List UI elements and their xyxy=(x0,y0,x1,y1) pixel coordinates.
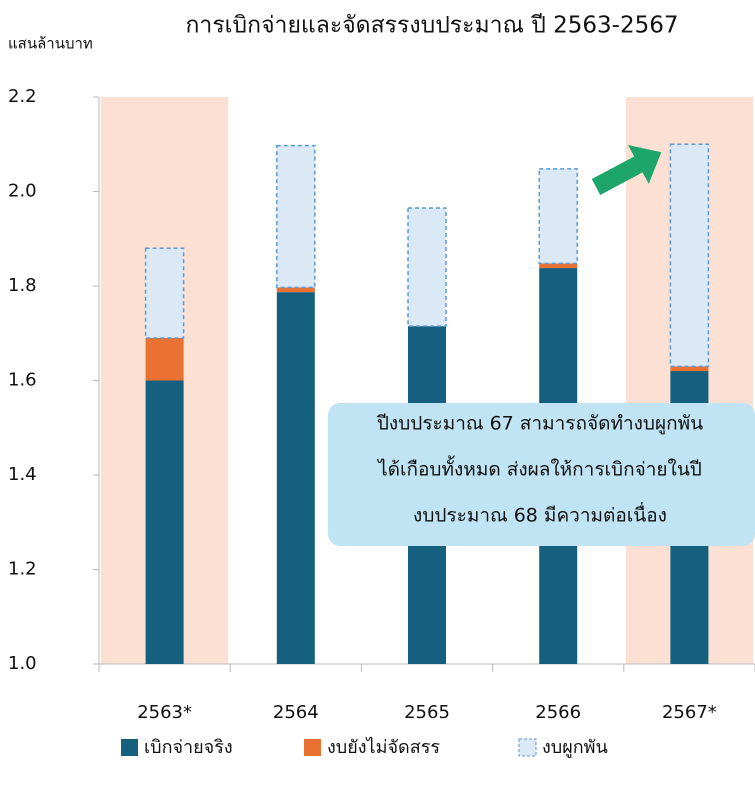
bar-segment xyxy=(670,366,709,372)
x-tick-label: 2566 xyxy=(535,702,581,723)
annotation-line: งบประมาณ 68 มีความต่อเนื่อง xyxy=(413,502,667,527)
bar-segment xyxy=(539,263,578,269)
annotation-box xyxy=(328,403,755,546)
x-tick-label: 2564 xyxy=(273,702,319,723)
bar-segment xyxy=(144,247,185,339)
x-tick-label: 2565 xyxy=(404,702,450,723)
bar-segment xyxy=(276,292,315,664)
y-tick-label: 2.0 xyxy=(8,181,37,202)
legend-label: เบิกจ่ายจริง xyxy=(144,737,233,758)
bar-segment xyxy=(276,144,316,289)
annotation: ปีงบประมาณ 67 สามารถจัดทำงบผูกพัน ได้เกื… xyxy=(328,145,755,546)
bar-segment xyxy=(145,380,184,664)
plot-area: 1.0 1.2 1.4 1.6 1.8 2.0 2.2 2563* 2564 2565 2566 25… xyxy=(8,86,755,723)
bar-segment xyxy=(538,168,578,265)
annotation-line: ปีงบประมาณ 67 สามารถจัดทำงบผูกพัน xyxy=(376,413,703,435)
x-tick-label: 2567* xyxy=(662,702,717,723)
arrow xyxy=(591,145,662,195)
legend-swatch xyxy=(518,738,537,757)
x-tick-label: 2563* xyxy=(137,702,192,723)
y-tick-label: 2.2 xyxy=(8,86,37,107)
bar-segment xyxy=(407,207,447,327)
annotation-line: ได้เกือบทั้งหมด ส่งผลให้การเบิกจ่ายในปี xyxy=(376,456,702,481)
y-tick-label: 1.6 xyxy=(8,370,37,391)
legend-label: งบยังไม่จัดสรร xyxy=(327,736,440,758)
legend-label: งบผูกพัน xyxy=(542,737,608,758)
legend-swatch xyxy=(304,739,321,756)
y-tick-label: 1.2 xyxy=(8,559,37,580)
legend-swatch xyxy=(121,739,138,756)
chart-title: การเบิกจ่ายและจัดสรรงบประมาณ ปี 2563-256… xyxy=(185,13,678,39)
bar-segment xyxy=(669,143,710,368)
y-tick-label: 1.4 xyxy=(8,464,37,485)
bar-segment xyxy=(145,337,184,381)
y-tick-label: 1.8 xyxy=(8,275,37,296)
bar-segment xyxy=(276,287,315,293)
y-tick-label: 1.0 xyxy=(8,653,37,674)
y-axis-label: แสนล้านบาท xyxy=(8,35,93,53)
